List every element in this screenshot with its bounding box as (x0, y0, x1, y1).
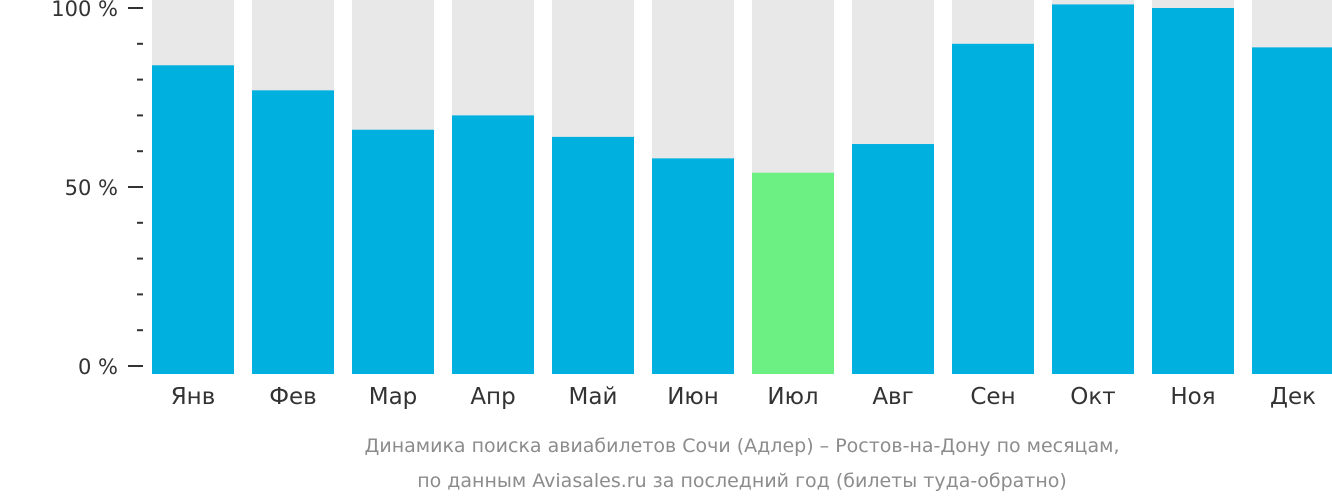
x-tick-label-month-1: Янв (171, 384, 216, 410)
x-tick-label-month-8: Авг (872, 384, 913, 410)
x-tick-label-month-9: Сен (970, 384, 1015, 410)
data-bars (152, 4, 1332, 375)
y-tick-label-50: 50 % (65, 176, 118, 200)
bar-month-6 (652, 158, 734, 374)
x-tick-label-month-11: Ноя (1170, 384, 1215, 410)
x-axis: Янв Фев Мар Апр Май Июн Июл Авг Сен Окт Ноя Дек (171, 384, 1316, 410)
y-tick-label-100: 100 % (51, 0, 118, 21)
x-tick-label-month-7: Июл (767, 384, 818, 410)
bar-month-12 (1252, 47, 1332, 374)
x-tick-label-month-6: Июн (667, 384, 719, 410)
x-tick-label-month-2: Фев (269, 384, 317, 410)
x-tick-label-month-4: Апр (470, 384, 515, 410)
bar-month-4 (452, 115, 534, 375)
bar-month-5 (552, 136, 634, 374)
bar-month-9 (952, 43, 1034, 375)
bar-month-8 (852, 144, 934, 374)
bar-month-11 (1152, 8, 1234, 374)
bar-month-3 (352, 129, 434, 374)
x-tick-label-month-12: Дек (1270, 384, 1316, 410)
x-tick-label-month-3: Мар (369, 384, 418, 410)
x-tick-label-month-5: Май (569, 384, 618, 410)
bar-month-1 (152, 65, 234, 374)
y-axis: 100 % 50 % 0 % (51, 0, 143, 379)
bar-month-2 (252, 90, 334, 374)
caption-line-2: по данным Aviasales.ru за последний год … (417, 470, 1067, 492)
bar-month-7 (752, 172, 834, 374)
bar-month-10 (1052, 4, 1134, 374)
y-tick-label-0: 0 % (78, 355, 118, 379)
x-tick-label-month-10: Окт (1070, 384, 1115, 410)
caption-line-1: Динамика поиска авиабилетов Сочи (Адлер)… (365, 435, 1120, 457)
